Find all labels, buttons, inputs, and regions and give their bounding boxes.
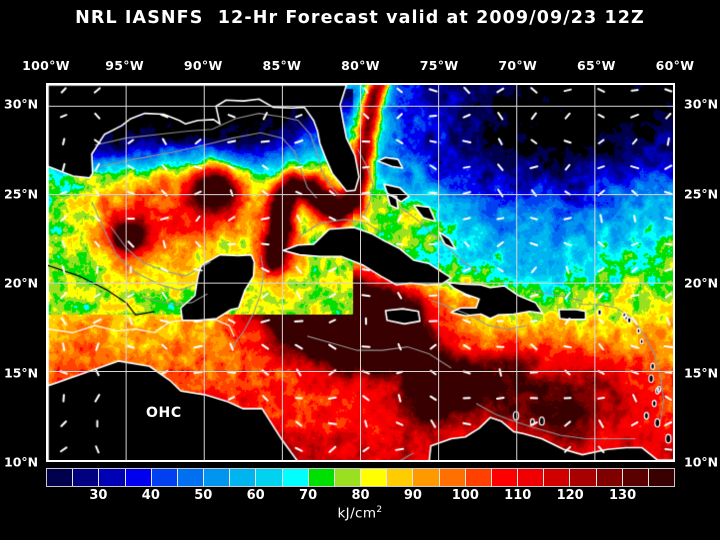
colorbar-tick-label: 120	[556, 488, 584, 503]
colorbar-tick-label: 40	[141, 488, 160, 503]
colorbar-unit-label: kJ/cm2	[0, 505, 720, 522]
colorbar-tick-label: 30	[89, 488, 108, 503]
colorbar-swatch	[596, 469, 623, 486]
colorbar-swatch	[282, 469, 309, 486]
lon-tick-label: 65°W	[577, 58, 616, 73]
lon-tick-label: 100°W	[22, 58, 70, 73]
colorbar	[46, 468, 675, 487]
lat-tick-label-right: 15°N	[684, 365, 719, 381]
ohc-annotation: OHC	[146, 405, 182, 421]
colorbar-tick-label: 100	[451, 488, 479, 503]
ohc-field-canvas	[48, 85, 673, 460]
colorbar-swatch	[47, 469, 74, 486]
colorbar-tick-label: 70	[299, 488, 318, 503]
colorbar-tick-label: 60	[246, 488, 265, 503]
colorbar-swatch	[73, 469, 100, 486]
colorbar-swatch	[648, 469, 675, 486]
colorbar-swatch	[334, 469, 362, 486]
colorbar-tick-label: 130	[609, 488, 637, 503]
colorbar-swatch	[308, 469, 335, 486]
colorbar-unit-exponent: 2	[376, 505, 383, 515]
colorbar-swatch	[465, 469, 492, 486]
colorbar-swatch	[177, 469, 205, 486]
colorbar-swatch	[361, 469, 388, 486]
lon-tick-label: 80°W	[341, 58, 380, 73]
lat-tick-label-right: 10°N	[684, 454, 719, 470]
colorbar-swatch	[151, 469, 178, 486]
lon-tick-label: 85°W	[262, 58, 302, 73]
lon-tick-label: 60°W	[655, 58, 695, 73]
colorbar-tick-label: 80	[351, 488, 370, 503]
lat-tick-label-right: 25°N	[684, 186, 719, 202]
colorbar-swatch	[230, 469, 257, 486]
colorbar-swatch	[622, 469, 649, 486]
lat-tick-label-left: 20°N	[4, 275, 39, 291]
colorbar-swatch	[544, 469, 571, 486]
colorbar-swatch	[99, 469, 126, 486]
lat-tick-label-left: 10°N	[4, 454, 39, 470]
colorbar-tick-label: 110	[504, 488, 532, 503]
lat-tick-label-left: 25°N	[4, 186, 39, 202]
map-frame[interactable]	[46, 83, 675, 462]
colorbar-swatch	[413, 469, 440, 486]
colorbar-swatch	[439, 469, 466, 486]
colorbar-swatch	[491, 469, 519, 486]
lon-tick-label: 90°W	[183, 58, 223, 73]
lat-tick-label-right: 20°N	[684, 275, 719, 291]
longitude-axis: 100°W 95°W 90°W 85°W 80°W 75°W 70°W 65°W 60°W	[22, 58, 694, 74]
colorbar-tick-label: 90	[403, 488, 422, 503]
colorbar-ticks: 30 40 50 60 70 80 90 100 110 120 130	[46, 488, 675, 504]
colorbar-tick-label: 50	[194, 488, 213, 503]
colorbar-swatch	[570, 469, 597, 486]
lat-tick-label-right: 30°N	[684, 96, 719, 112]
lat-tick-label-left: 15°N	[4, 365, 39, 381]
lon-tick-label: 95°W	[105, 58, 144, 73]
lat-tick-label-left: 30°N	[4, 96, 39, 112]
colorbar-swatch	[256, 469, 283, 486]
colorbar-unit-text: kJ/cm	[337, 505, 377, 522]
page-title: NRL IASNFS 12-Hr Forecast valid at 2009/…	[75, 8, 645, 28]
colorbar-swatch	[518, 469, 545, 486]
colorbar-swatch	[204, 469, 231, 486]
lon-tick-label: 70°W	[498, 58, 538, 73]
colorbar-swatch	[387, 469, 414, 486]
lon-tick-label: 75°W	[419, 58, 459, 73]
colorbar-swatch	[125, 469, 152, 486]
